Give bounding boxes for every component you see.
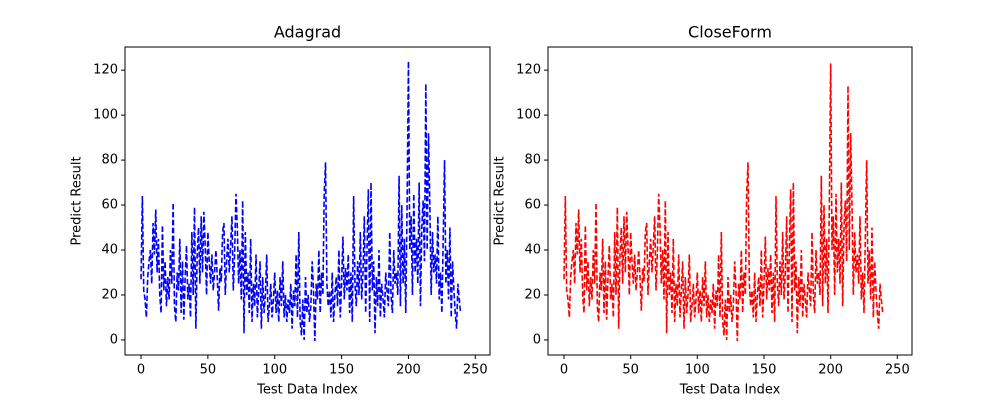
- y-tick-label: 100: [516, 108, 541, 123]
- y-tick-label: 120: [93, 63, 118, 78]
- y-tick-label: 0: [110, 332, 118, 347]
- y-axis-label: Predict Result: [70, 156, 85, 245]
- x-tick-label: 250: [885, 363, 910, 378]
- y-tick-label: 120: [516, 63, 541, 78]
- data-line: [563, 63, 884, 342]
- x-tick-label: 0: [560, 363, 568, 378]
- y-tick-label: 40: [101, 243, 118, 258]
- y-tick-label: 20: [524, 287, 541, 302]
- chart-title: CloseForm: [688, 23, 772, 42]
- x-tick-label: 150: [752, 363, 777, 378]
- x-tick-label: 50: [622, 363, 639, 378]
- y-tick-label: 100: [93, 108, 118, 123]
- y-tick-label: 80: [524, 153, 541, 168]
- x-tick-label: 100: [262, 363, 287, 378]
- x-tick-label: 50: [200, 363, 217, 378]
- y-tick-label: 20: [101, 287, 118, 302]
- y-tick-label: 60: [101, 198, 118, 213]
- y-tick-label: 80: [101, 153, 118, 168]
- x-tick-label: 100: [685, 363, 710, 378]
- plot-frame: [547, 46, 913, 356]
- x-axis-label: Test Data Index: [256, 383, 358, 398]
- x-tick-label: 0: [137, 363, 145, 378]
- y-tick-label: 0: [533, 332, 541, 347]
- x-tick-label: 150: [329, 363, 354, 378]
- chart-title: Adagrad: [274, 23, 341, 42]
- x-tick-label: 250: [463, 363, 488, 378]
- plot-frame: [124, 46, 491, 356]
- y-tick-label: 40: [524, 243, 541, 258]
- x-axis-label: Test Data Index: [679, 383, 781, 398]
- data-line: [140, 61, 462, 342]
- x-tick-label: 200: [396, 363, 421, 378]
- x-tick-label: 200: [818, 363, 843, 378]
- y-axis-label: Predict Result: [493, 156, 508, 245]
- y-tick-label: 60: [524, 198, 541, 213]
